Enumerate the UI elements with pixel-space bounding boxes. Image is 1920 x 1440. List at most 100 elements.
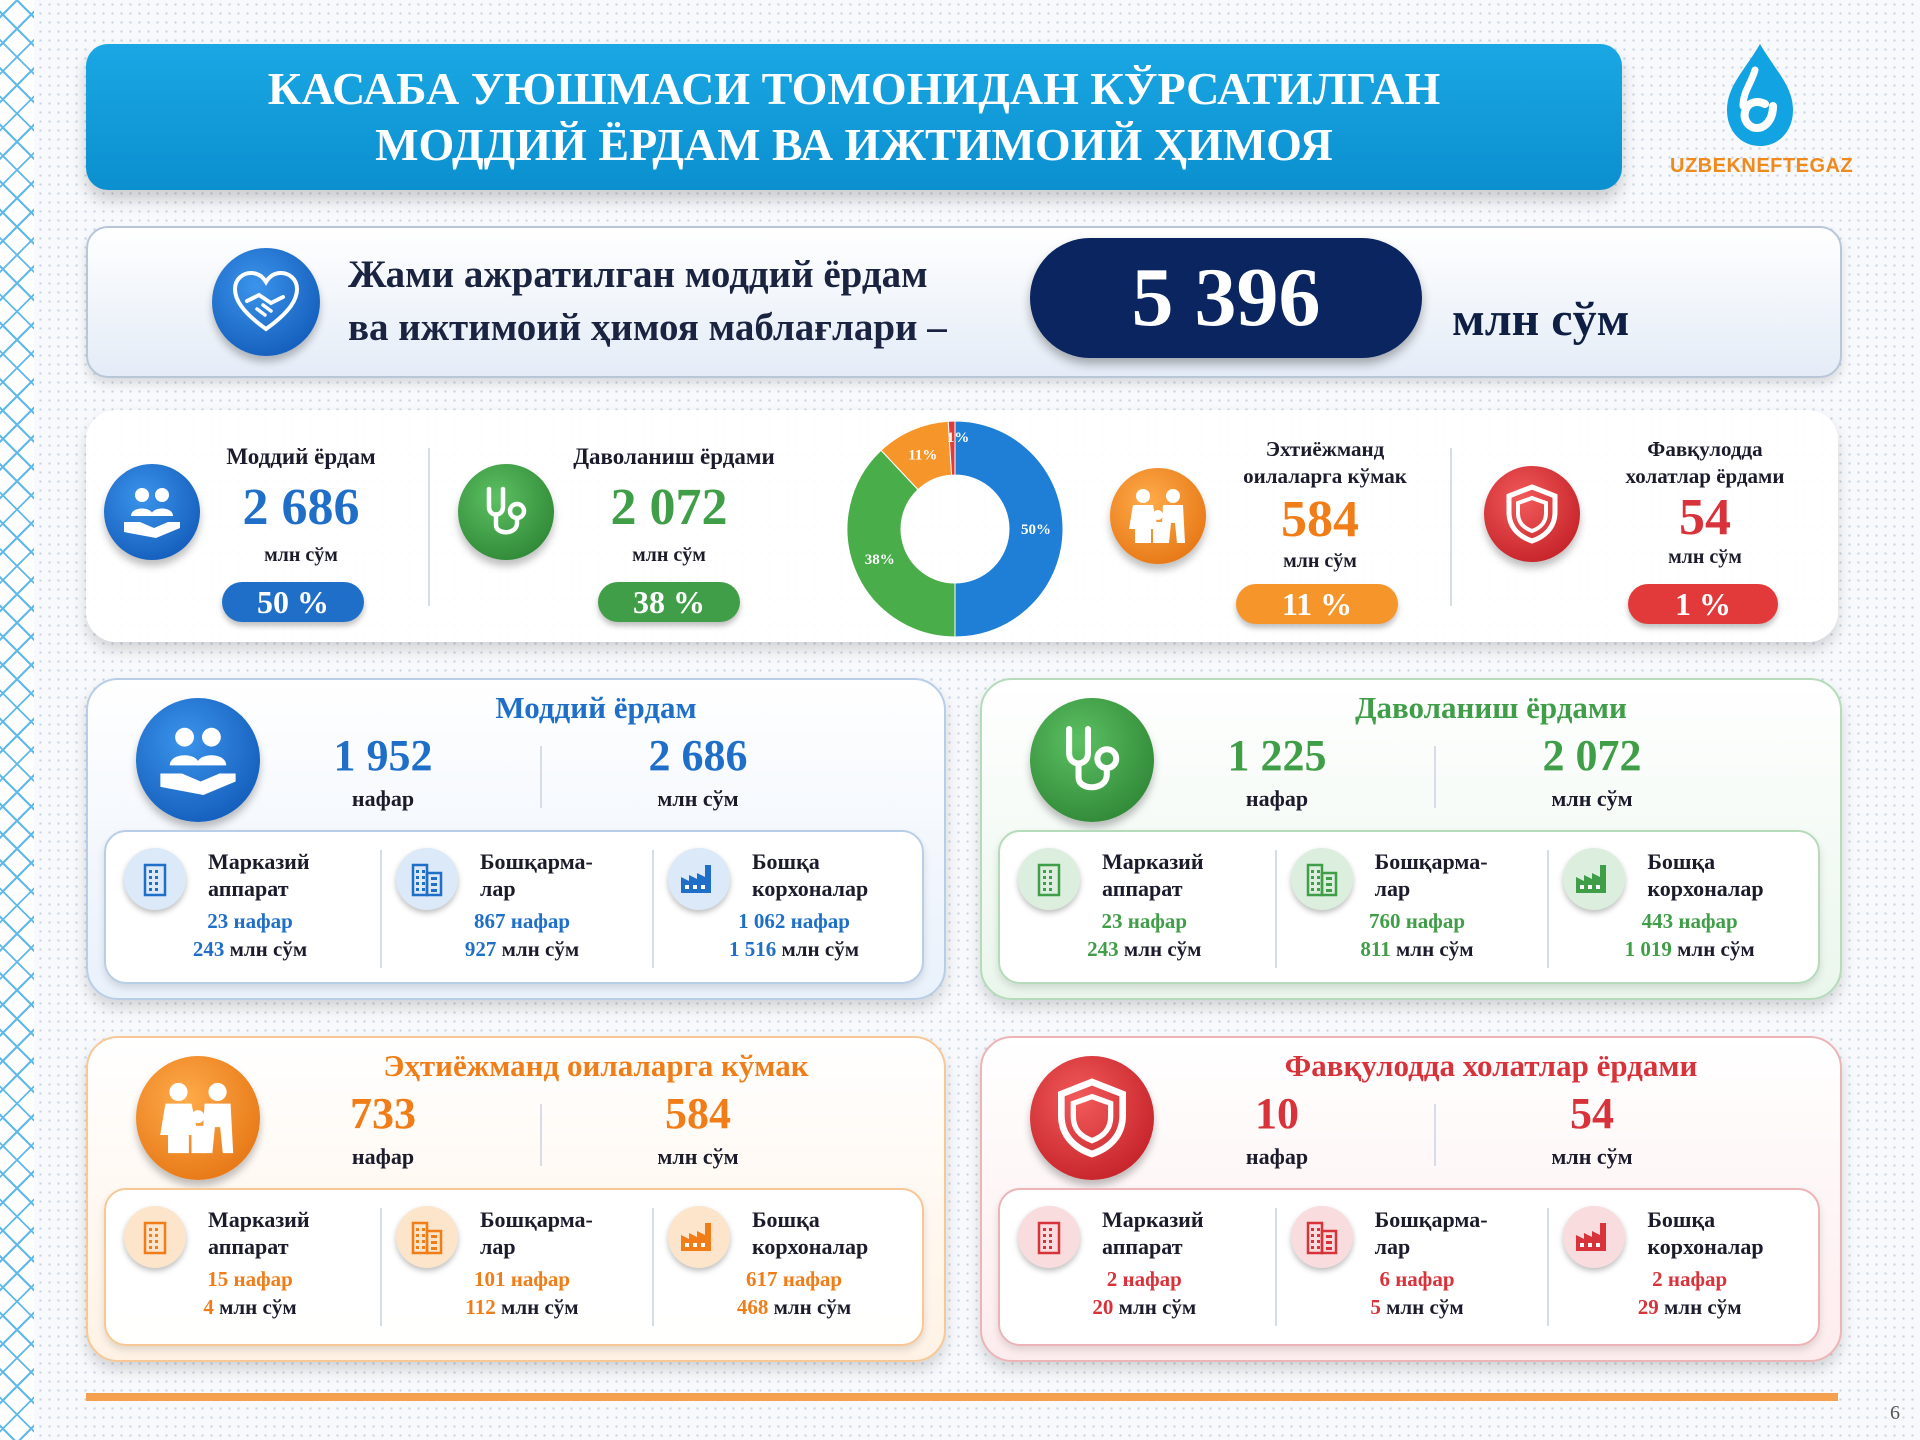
- detail-card: Моддий ёрдам 1 952 нафар 2 686 млн сўм М…: [86, 678, 946, 1000]
- divider: [1434, 746, 1436, 808]
- breakdown-count-unit: нафар: [510, 1267, 571, 1291]
- breakdown-sum: 1 019 млн сўм: [1563, 936, 1816, 963]
- breakdown-label-line-2: корхоналар: [752, 876, 869, 901]
- breakdown-sum-unit: млн сўм: [773, 1295, 852, 1319]
- summary-families-value: 584: [1281, 491, 1359, 548]
- breakdown-label-line-2: корхоналар: [1647, 1234, 1764, 1259]
- breakdown-count: 1 062 нафар: [668, 908, 920, 935]
- detail-card-sum: 584: [665, 1089, 731, 1138]
- breakdown-label-line-2: корхоналар: [752, 1234, 869, 1259]
- breakdown-label: Бошқа корхоналар: [1647, 1206, 1810, 1260]
- detail-card-breakdown: [104, 1188, 924, 1346]
- breakdown-label-line-1: Марказий: [1102, 849, 1204, 874]
- breakdown-count: 867 нафар: [396, 908, 648, 935]
- breakdown-label: Марказий аппарат: [208, 1206, 370, 1260]
- detail-card: Эҳтиёжманд оилаларга кўмак 733 нафар 584…: [86, 1036, 946, 1362]
- summary-material-label: Моддий ёрдам: [226, 444, 376, 469]
- breakdown-label-line-1: Бошқарма-: [1374, 849, 1488, 874]
- summary-treatment-label: Даволаниш ёрдами: [573, 444, 775, 469]
- breakdown-count: 101 нафар: [396, 1266, 648, 1293]
- divider: [1450, 448, 1452, 606]
- total-label-line-2: ва ижтимоий ҳимоя маблағлари –: [348, 306, 947, 349]
- detail-card-count: 10: [1255, 1089, 1299, 1138]
- divider: [380, 1208, 382, 1326]
- breakdown-sum-value: 811: [1360, 937, 1391, 961]
- detail-card-breakdown: [104, 830, 924, 984]
- detail-card: Фавқулодда холатлар ёрдами 10 нафар 54 м…: [980, 1036, 1842, 1362]
- breakdown-label-line-2: лар: [1374, 1234, 1411, 1259]
- summary-families-label-line-1: Эхтиёжманд: [1265, 437, 1385, 461]
- summary-emergency-unit: млн сўм: [1668, 546, 1742, 568]
- buildings-icon: [1290, 1206, 1353, 1268]
- breakdown-count-value: 760: [1368, 909, 1401, 933]
- buildings-icon: [1290, 848, 1353, 910]
- summary-treatment-unit: млн сўм: [632, 544, 706, 566]
- summary-families-percent: 11 %: [1236, 584, 1398, 624]
- breakdown-label-line-1: Бошқа: [752, 1207, 820, 1232]
- breakdown-sum-value: 243: [192, 937, 225, 961]
- summary-material-value: 2 686: [242, 479, 360, 536]
- page-number: 6: [1890, 1402, 1900, 1424]
- breakdown-count: 2 нафар: [1018, 1266, 1271, 1293]
- breakdown-sum-unit: млн сўм: [1386, 1295, 1464, 1319]
- divider: [652, 850, 654, 968]
- breakdown-count-value: 2: [1106, 1267, 1118, 1291]
- breakdown-label: Бошқарма- лар: [480, 848, 642, 902]
- detail-card-sum-unit: млн сўм: [657, 786, 739, 811]
- breakdown-count-unit: нафар: [1405, 909, 1466, 933]
- breakdown-label-line-1: Бошқа: [1647, 849, 1716, 874]
- breakdown-sum-value: 20: [1092, 1295, 1114, 1319]
- detail-card-sum: 2 686: [648, 731, 748, 780]
- factory-icon: [668, 1206, 730, 1268]
- breakdown-count: 15 нафар: [124, 1266, 376, 1293]
- breakdown-sum-value: 1 516: [728, 937, 777, 961]
- detail-card-sum: 2 072: [1542, 731, 1642, 780]
- detail-card-count-unit: нафар: [351, 786, 415, 811]
- breakdown-label: Бошқарма- лар: [1375, 1206, 1538, 1260]
- breakdown-label: Марказий аппарат: [208, 848, 370, 902]
- breakdown-sum-unit: млн сўм: [1664, 1295, 1742, 1319]
- detail-card-sum-unit: млн сўм: [1551, 786, 1633, 811]
- factory-icon: [1563, 848, 1626, 910]
- breakdown-sum-unit: млн сўм: [1123, 937, 1202, 961]
- breakdown-sum-value: 112: [465, 1295, 496, 1319]
- breakdown-sum: 29 млн сўм: [1563, 1294, 1816, 1321]
- breakdown-label-line-2: аппарат: [208, 1234, 289, 1259]
- divider: [1547, 1208, 1550, 1326]
- breakdown-sum: 20 млн сўм: [1018, 1294, 1271, 1321]
- detail-card-count-unit: нафар: [1245, 1144, 1309, 1169]
- donut-slice: [954, 420, 1064, 638]
- summary-emergency-percent: 1 %: [1628, 584, 1778, 624]
- detail-card-count: 733: [350, 1089, 416, 1138]
- buildings-icon: [396, 848, 458, 910]
- shield-icon: [1484, 466, 1580, 562]
- breakdown-sum: 112 млн сўм: [396, 1294, 648, 1321]
- detail-card-sum-unit: млн сўм: [1551, 1144, 1633, 1169]
- divider: [1434, 1104, 1436, 1166]
- title-line-1: КАСАБА УЮШМАСИ ТОМОНИДАН КЎРСАТИЛГАН: [267, 63, 1441, 114]
- summary-emergency-label-line-1: Фавқулодда: [1647, 437, 1763, 461]
- summary-treatment-percent: 38 %: [598, 582, 740, 622]
- detail-card-sum: 54: [1570, 1089, 1614, 1138]
- detail-card-title: Фавқулодда холатлар ёрдами: [1284, 1048, 1698, 1083]
- donut-chart: 50% 38% 11% 1%: [846, 420, 1064, 638]
- summary-emergency-label: Фавқулодда холатлар ёрдами: [1600, 436, 1810, 490]
- family-icon: [136, 1056, 260, 1180]
- breakdown-count-unit: нафар: [233, 909, 293, 933]
- breakdown-label-line-1: Бошқа: [752, 849, 820, 874]
- breakdown-sum: 811 млн сўм: [1291, 936, 1544, 963]
- breakdown-label-line-2: аппарат: [1102, 1234, 1183, 1259]
- breakdown-label-line-1: Бошқарма-: [480, 849, 593, 874]
- breakdown-sum-value: 4: [203, 1295, 214, 1319]
- breakdown-count: 23 нафар: [124, 908, 376, 935]
- breakdown-label: Бошқа корхоналар: [752, 1206, 914, 1260]
- divider: [380, 850, 382, 968]
- breakdown-label-line-2: лар: [480, 876, 516, 901]
- summary-material-unit: млн сўм: [264, 544, 338, 566]
- breakdown-count-value: 15: [207, 1267, 229, 1291]
- summary-families-label: Эхтиёжманд оилаларга кўмак: [1220, 436, 1430, 490]
- footer-bar: [86, 1393, 1838, 1401]
- divider: [1547, 850, 1550, 968]
- factory-icon: [1563, 1206, 1626, 1268]
- breakdown-count-value: 101: [473, 1267, 506, 1291]
